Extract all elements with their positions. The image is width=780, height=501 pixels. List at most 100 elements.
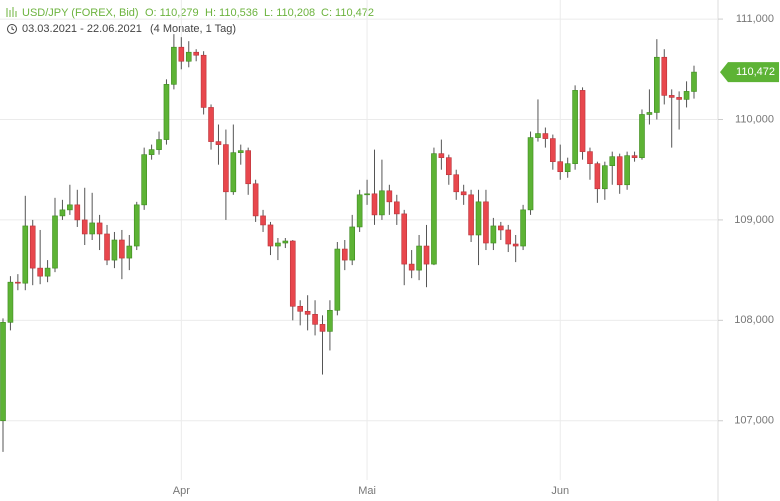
candle-body — [141, 154, 147, 206]
candle-body — [312, 314, 318, 325]
candle-body — [304, 310, 311, 315]
candle-body — [639, 114, 645, 158]
open-value: O: 110,279 — [145, 7, 199, 19]
y-tick-label: 107,000 — [734, 415, 774, 427]
candle-body — [416, 245, 422, 271]
candle-body — [460, 191, 467, 196]
candle-body — [683, 91, 690, 100]
candle-body — [379, 190, 385, 216]
candle-body — [364, 193, 370, 196]
candle-body — [431, 153, 437, 265]
candle-body — [111, 239, 118, 261]
candle-body — [557, 161, 564, 173]
candle-body — [119, 239, 125, 259]
candle-body — [237, 150, 244, 153]
candle-body — [564, 163, 571, 173]
candle-body — [37, 267, 43, 277]
candle-body — [527, 137, 534, 211]
candle-body — [691, 71, 697, 92]
candle-body — [96, 222, 103, 235]
candle-body — [646, 112, 653, 115]
candle-body — [616, 156, 623, 186]
header: USD/JPY (FOREX, Bid) O: 110,279 H: 110,5… — [6, 7, 374, 35]
candle-body — [334, 248, 341, 311]
candle-body — [654, 56, 660, 113]
candle-body — [29, 225, 36, 269]
candle-body — [408, 263, 415, 271]
candle-body — [356, 194, 363, 228]
candle-body — [445, 157, 452, 176]
candle-body — [126, 245, 133, 259]
candle-body — [178, 46, 185, 62]
last-price-tag — [720, 62, 779, 83]
y-tick-label: 111,000 — [736, 13, 774, 25]
candle-body — [0, 322, 6, 422]
candle-body — [349, 226, 356, 261]
candle-body — [104, 233, 110, 261]
last-price-label: 110,472 — [736, 66, 775, 78]
candle-body — [661, 56, 668, 96]
candle-body — [438, 153, 445, 158]
candle-body — [505, 229, 512, 245]
candle-body — [587, 151, 593, 164]
candle-body — [15, 281, 21, 284]
candle-body — [572, 90, 578, 164]
candle-body — [163, 84, 170, 140]
candle-body — [215, 141, 222, 145]
candle-body — [520, 209, 526, 247]
candle-body — [668, 95, 675, 98]
candle-body — [602, 165, 608, 190]
duration: (4 Monate, 1 Tag) — [150, 23, 236, 35]
candle-body — [67, 204, 73, 211]
candle-body — [44, 267, 51, 277]
candle-body — [475, 201, 482, 236]
candle-body — [7, 281, 14, 323]
candle-body — [171, 46, 177, 85]
x-tick-label: Jun — [551, 485, 569, 497]
date-range: 03.03.2021 - 22.06.2021 — [22, 23, 142, 35]
candle-body — [289, 240, 296, 307]
candle-body — [483, 201, 489, 244]
candle-body — [386, 190, 393, 203]
candle-body — [393, 201, 400, 215]
candle-body — [59, 209, 66, 217]
chart-icon — [6, 7, 17, 17]
candle-body — [327, 309, 333, 332]
candle-body — [230, 152, 237, 193]
candle-body — [624, 155, 630, 186]
candle-body — [535, 133, 541, 138]
candle-body — [579, 90, 586, 152]
candle-body — [297, 305, 304, 312]
candle-body — [609, 156, 616, 166]
candle-body — [341, 248, 348, 261]
candle-body — [245, 150, 251, 185]
high-value: H: 110,536 — [205, 7, 258, 19]
candle-body — [498, 225, 504, 231]
candle-body — [185, 51, 192, 62]
y-tick-label: 109,000 — [734, 214, 774, 226]
candle-body — [423, 245, 430, 265]
low-value: L: 110,208 — [264, 7, 315, 19]
candle-body — [512, 243, 519, 247]
candle-body — [371, 193, 378, 216]
candle-body — [401, 213, 408, 265]
candle-body — [22, 225, 29, 284]
candle-body — [275, 242, 281, 247]
candle-body — [453, 174, 460, 193]
candle-body — [260, 215, 266, 226]
candle-body — [594, 163, 601, 190]
symbol: USD/JPY (FOREX, Bid) — [22, 7, 139, 19]
candle-body — [208, 107, 214, 142]
candle-body — [89, 222, 95, 235]
candle-body — [133, 204, 140, 247]
candle-body — [156, 139, 162, 150]
candle-body — [282, 240, 289, 244]
candle-body — [550, 138, 556, 162]
candle-body — [468, 194, 474, 236]
candle-body — [267, 224, 274, 247]
close-value: C: 110,472 — [321, 7, 374, 19]
candle-body — [200, 54, 207, 108]
y-tick-label: 110,000 — [735, 113, 774, 125]
candle-body — [676, 97, 682, 100]
candle-body — [148, 149, 155, 155]
